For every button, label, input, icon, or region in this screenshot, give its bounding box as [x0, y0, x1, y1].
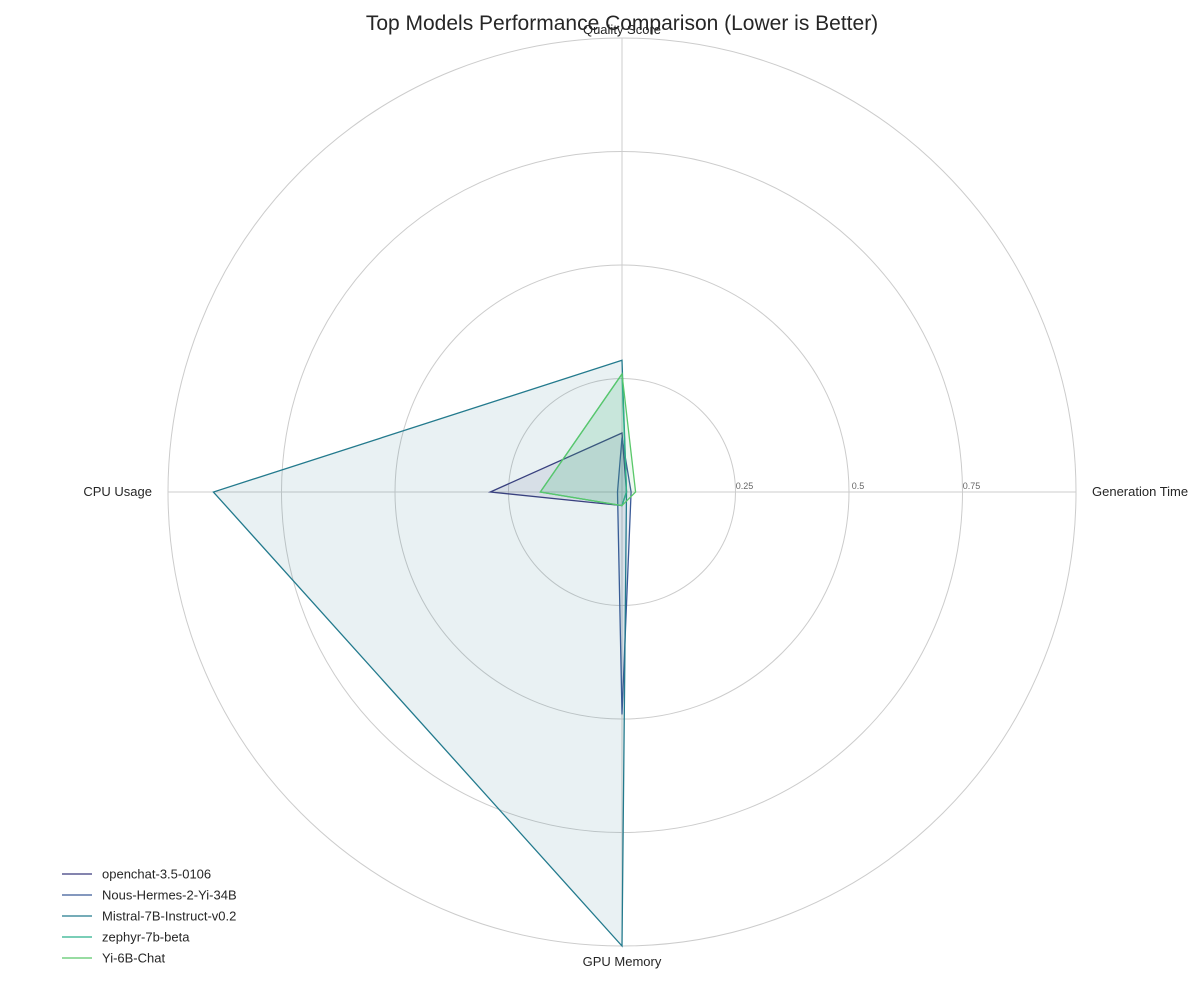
r-tick-label-1: 0.25 — [736, 481, 754, 491]
legend-label-3: Mistral-7B-Instruct-v0.2 — [102, 909, 236, 924]
axis-label-2: Generation Time — [1092, 484, 1188, 499]
axis-label-4: CPU Usage — [83, 484, 152, 499]
legend-label-1: openchat-3.5-0106 — [102, 867, 211, 882]
legend-label-4: zephyr-7b-beta — [102, 930, 190, 945]
legend: openchat-3.5-0106 Nous-Hermes-2-Yi-34B Mis… — [62, 867, 237, 966]
r-tick-label-3: 0.75 — [963, 481, 981, 491]
series-area-5 — [540, 374, 636, 506]
series-area-3 — [213, 360, 627, 946]
series-line-2 — [616, 437, 632, 715]
legend-label-2: Nous-Hermes-2-Yi-34B — [102, 888, 237, 903]
series-line-5 — [539, 372, 637, 507]
axis-label-1: Quality Score — [583, 22, 661, 37]
axis-label-3: GPU Memory — [583, 954, 662, 969]
r-tick-label-2: 0.5 — [852, 481, 865, 491]
series-layer — [212, 359, 637, 948]
chart-title: Top Models Performance Comparison (Lower… — [366, 12, 878, 35]
label-layer: 0.25 0.5 0.75 Quality Score Generation Time G… — [83, 22, 1188, 969]
series-area-1 — [490, 433, 627, 506]
series-area-4 — [540, 374, 627, 506]
legend-label-5: Yi-6B-Chat — [102, 951, 165, 966]
